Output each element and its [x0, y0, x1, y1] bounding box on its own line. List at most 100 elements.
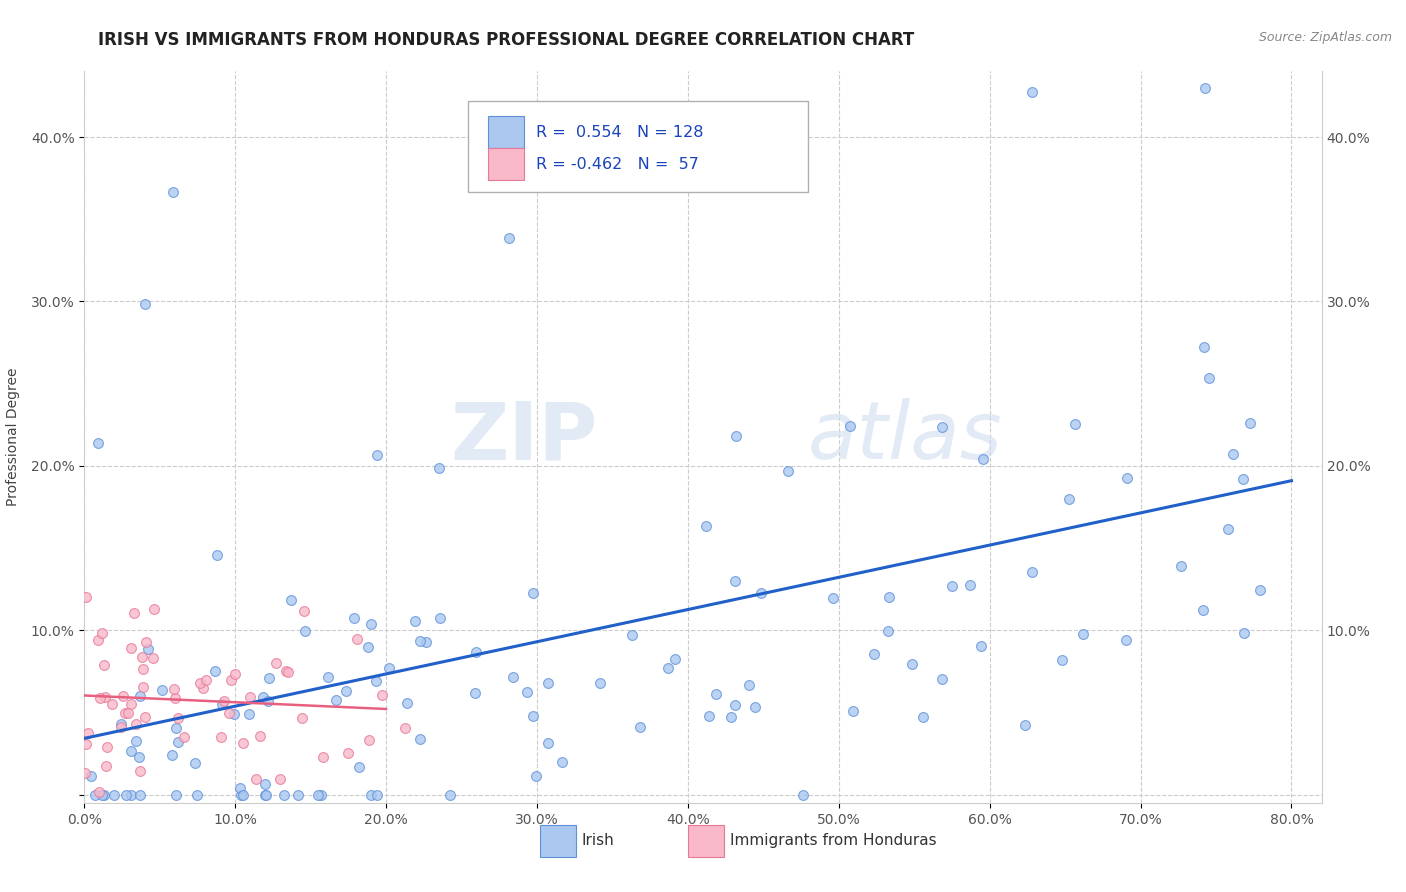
Point — [125, 717, 148, 731]
Point — [269, 772, 291, 786]
Point — [134, 709, 156, 723]
Point — [972, 451, 994, 466]
Point — [257, 671, 280, 685]
Point — [256, 694, 278, 708]
Point — [103, 788, 125, 802]
Point — [970, 639, 993, 653]
Point — [94, 758, 117, 772]
Point — [1239, 416, 1261, 430]
Point — [931, 420, 953, 434]
Point — [253, 788, 276, 802]
Point — [188, 676, 211, 690]
Point — [335, 684, 357, 698]
Point — [337, 746, 360, 760]
Point — [91, 626, 114, 640]
Point — [191, 681, 214, 695]
Point — [93, 788, 115, 802]
Point — [218, 706, 240, 720]
Point — [138, 641, 160, 656]
Point — [131, 680, 153, 694]
Point — [162, 747, 184, 762]
Point — [941, 579, 963, 593]
Point — [277, 665, 299, 679]
Point — [744, 700, 766, 714]
Point — [129, 689, 152, 703]
Point — [1021, 565, 1043, 579]
Point — [912, 709, 935, 723]
Point — [280, 592, 302, 607]
Point — [112, 689, 135, 703]
Point — [657, 661, 679, 675]
Point — [167, 735, 190, 749]
Point — [429, 611, 451, 625]
Point — [1021, 85, 1043, 99]
Point — [1222, 447, 1244, 461]
Point — [173, 730, 195, 744]
Point — [79, 769, 101, 783]
Point — [776, 464, 799, 478]
Point — [589, 676, 612, 690]
Point — [211, 697, 233, 711]
Point — [821, 591, 844, 605]
Point — [253, 776, 276, 790]
Point — [128, 750, 150, 764]
Point — [720, 709, 742, 723]
Point — [464, 686, 486, 700]
Point — [620, 627, 643, 641]
Point — [724, 429, 747, 443]
Point — [325, 693, 347, 707]
Point — [360, 788, 382, 802]
Point — [415, 634, 437, 648]
Point — [1170, 558, 1192, 573]
Point — [502, 670, 524, 684]
Point — [842, 704, 865, 718]
Point — [75, 738, 97, 752]
Point — [125, 734, 148, 748]
Point — [209, 730, 232, 744]
Point — [94, 690, 117, 704]
Point — [152, 682, 174, 697]
Point — [294, 624, 316, 638]
Point — [347, 759, 370, 773]
Text: atlas: atlas — [808, 398, 1002, 476]
Text: Source: ZipAtlas.com: Source: ZipAtlas.com — [1258, 31, 1392, 45]
Point — [664, 651, 686, 665]
Point — [292, 604, 315, 618]
Point — [900, 657, 922, 672]
Point — [228, 780, 250, 795]
Point — [163, 690, 186, 705]
Point — [377, 661, 399, 675]
Point — [120, 744, 142, 758]
Text: R =  0.554   N = 128: R = 0.554 N = 128 — [536, 125, 703, 139]
Point — [318, 670, 340, 684]
Point — [346, 632, 368, 647]
Point — [1014, 718, 1036, 732]
FancyBboxPatch shape — [688, 825, 724, 857]
Point — [839, 418, 862, 433]
Point — [212, 694, 235, 708]
Point — [287, 788, 309, 802]
Point — [1052, 652, 1074, 666]
Point — [120, 697, 142, 711]
Point — [498, 230, 520, 244]
Point — [238, 707, 260, 722]
Point — [1191, 603, 1213, 617]
Point — [184, 756, 207, 770]
Point — [1233, 625, 1256, 640]
Point — [167, 711, 190, 725]
Point — [537, 736, 560, 750]
Point — [93, 657, 115, 672]
Point — [1194, 339, 1216, 353]
Point — [931, 672, 953, 686]
Point — [551, 755, 574, 769]
Point — [366, 788, 388, 802]
Point — [862, 647, 884, 661]
Point — [357, 732, 380, 747]
Point — [122, 606, 145, 620]
Point — [163, 682, 186, 697]
Point — [73, 766, 96, 780]
Point — [204, 665, 226, 679]
Point — [273, 788, 295, 802]
Point — [219, 673, 242, 688]
Point — [371, 688, 394, 702]
